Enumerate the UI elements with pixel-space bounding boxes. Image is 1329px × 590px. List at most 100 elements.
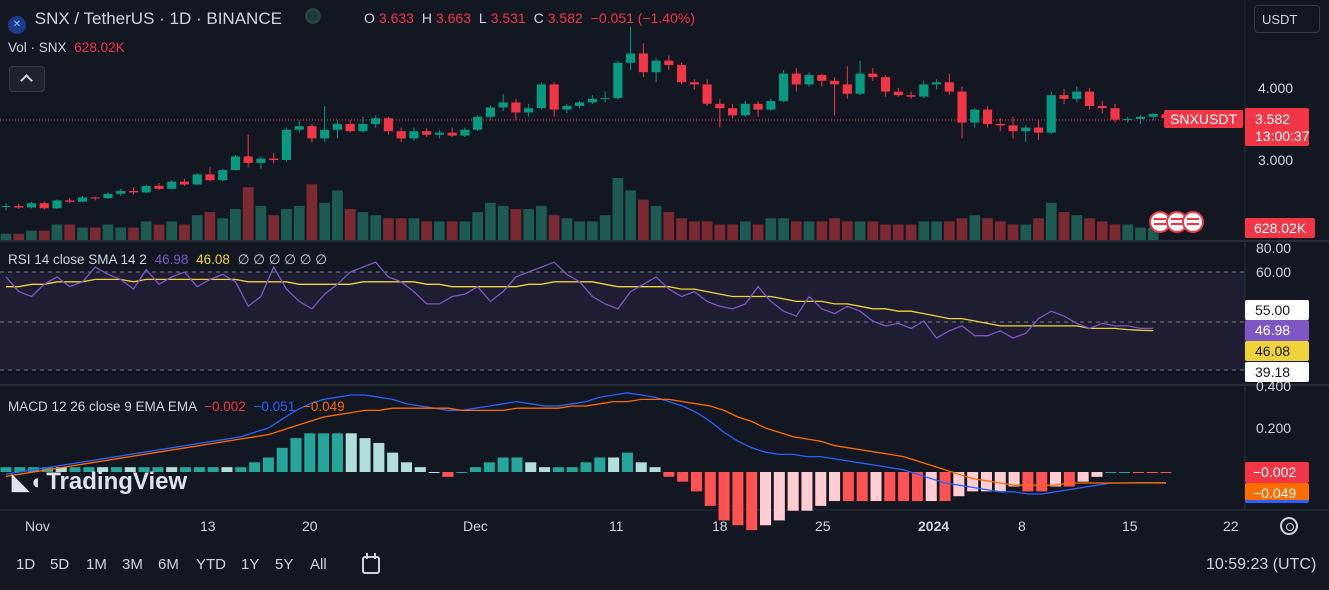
- macd-histogram-bar: [400, 462, 412, 472]
- range-button-1y[interactable]: 1Y: [241, 556, 260, 573]
- macd-histogram-bar: [925, 472, 937, 502]
- candle-body: [358, 124, 368, 132]
- candle: [944, 73, 954, 96]
- macd-histogram-bar: [566, 467, 578, 472]
- volume-bar: [242, 187, 254, 240]
- candle: [90, 196, 100, 201]
- volume-bar: [1045, 202, 1057, 240]
- volume-bar: [357, 212, 369, 240]
- time-tick: 13: [200, 518, 216, 534]
- macd-histogram-bar: [69, 467, 81, 472]
- volume-bar: [153, 224, 165, 240]
- chart-settings-button[interactable]: [1280, 517, 1298, 535]
- candle-body: [919, 84, 929, 97]
- candle: [205, 167, 215, 182]
- range-button-1m[interactable]: 1M: [86, 556, 107, 573]
- countdown: 13:00:37: [1255, 128, 1310, 144]
- macd-histogram-bar: [760, 472, 772, 526]
- change-value: −0.051 (−1.40%): [590, 10, 695, 26]
- volume-bar: [383, 218, 394, 240]
- macd-histogram-bar: [304, 433, 316, 472]
- volume-bar: [599, 215, 611, 240]
- range-button-5d[interactable]: 5D: [50, 556, 70, 573]
- volume-bar: [38, 230, 50, 240]
- volume-bar: [982, 218, 993, 240]
- economic-events: [1149, 211, 1204, 233]
- last-price: 3.582: [1255, 111, 1291, 127]
- currency-selector[interactable]: USDT: [1254, 5, 1320, 33]
- candle: [664, 55, 674, 70]
- candle-body: [192, 174, 202, 185]
- candle: [192, 172, 202, 186]
- time-tick: Nov: [25, 518, 50, 534]
- candle-body: [715, 103, 725, 109]
- market-status-icon: [304, 8, 321, 24]
- symbol-title[interactable]: SNX / TetherUS · 1D · BINANCE: [34, 9, 282, 28]
- date-range-button[interactable]: [360, 553, 384, 577]
- candle: [116, 188, 126, 196]
- volume-bar: [344, 209, 356, 240]
- volume-bar: [701, 221, 713, 240]
- volume-bar: [293, 205, 305, 240]
- volume-bar: [867, 221, 879, 240]
- range-button-5y[interactable]: 5Y: [275, 556, 294, 573]
- range-button-1d[interactable]: 1D: [16, 556, 36, 573]
- macd-histogram-bar: [414, 467, 426, 472]
- range-button-6m[interactable]: 6M: [158, 556, 179, 573]
- candle: [829, 77, 840, 116]
- rsi-legend-value: 46.98: [154, 252, 189, 267]
- volume-bar: [77, 227, 88, 240]
- macd-histogram-bar: [635, 462, 647, 472]
- volume-bar: [26, 230, 37, 240]
- volume-label: Vol · SNX: [8, 40, 67, 55]
- utc-clock[interactable]: 10:59:23 (UTC): [1206, 556, 1317, 573]
- candle-body: [332, 124, 343, 130]
- rsi-tag-value: 46.98: [1245, 320, 1309, 341]
- macd-histogram-bar: [870, 472, 882, 502]
- rsi-tag-39: 39.18: [1245, 362, 1309, 382]
- macd-histogram-bar: [649, 467, 661, 472]
- volume-bar: [854, 221, 866, 240]
- candle: [893, 88, 903, 97]
- macd-legend[interactable]: MACD 12 26 close 9 EMA EMA −0.002 −0.051…: [8, 399, 345, 414]
- macd-histogram-bar: [483, 462, 495, 472]
- candle: [434, 129, 444, 139]
- volume-bar: [739, 221, 751, 240]
- candle: [218, 168, 228, 182]
- candle: [1123, 116, 1133, 123]
- volume-legend[interactable]: Vol · SNX 628.02K: [8, 40, 125, 55]
- candle-body: [434, 132, 444, 135]
- volume-value: 628.02K: [74, 40, 125, 55]
- candle-body: [587, 98, 597, 103]
- candle: [677, 62, 687, 85]
- candle-body: [383, 118, 394, 132]
- candle-body: [218, 170, 228, 181]
- macd-histogram-bar: [1050, 472, 1062, 487]
- rsi-legend-extra: ∅ ∅ ∅ ∅ ∅ ∅: [237, 252, 328, 267]
- candle: [651, 57, 661, 83]
- range-button-3m[interactable]: 3M: [122, 556, 143, 573]
- candle-body: [460, 129, 470, 136]
- volume-bar: [752, 224, 764, 240]
- volume-bar: [1096, 221, 1108, 240]
- macd-histogram-bar: [387, 452, 399, 472]
- macd-histogram-bar: [787, 472, 799, 511]
- candle-body: [524, 108, 534, 113]
- candle-body: [141, 185, 151, 193]
- volume-bar: [459, 221, 471, 240]
- rsi-legend[interactable]: RSI 14 close SMA 14 2 46.98 46.08 ∅ ∅ ∅ …: [8, 252, 327, 268]
- candle-body: [944, 82, 954, 92]
- macd-histogram-bar: [594, 457, 606, 472]
- range-button-all[interactable]: All: [310, 556, 327, 573]
- volume-tag: 628.02K: [1245, 218, 1315, 238]
- candle-body: [728, 108, 738, 116]
- macd-histogram-bar: [345, 433, 357, 472]
- rsi-tick-60: 60.00: [1256, 264, 1292, 280]
- candle: [1084, 88, 1095, 110]
- macd-histogram-bar: [152, 467, 164, 472]
- range-button-ytd[interactable]: YTD: [196, 556, 226, 573]
- candle-body: [970, 109, 980, 123]
- tradingview-watermark[interactable]: ◣◖ TradingView: [12, 468, 187, 496]
- collapse-legend-button[interactable]: [9, 66, 45, 92]
